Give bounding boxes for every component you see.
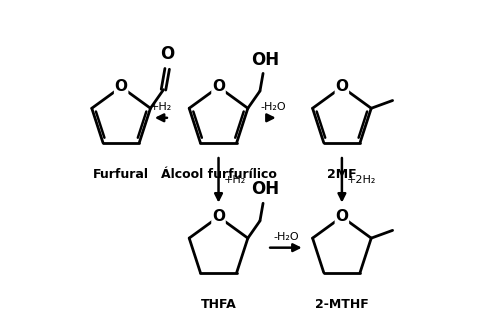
Text: O: O — [212, 209, 224, 224]
Text: +H₂: +H₂ — [223, 175, 245, 185]
Text: OH: OH — [250, 180, 278, 198]
Text: -H₂O: -H₂O — [260, 102, 285, 112]
Text: O: O — [335, 80, 347, 95]
Text: +H₂: +H₂ — [149, 102, 172, 112]
Text: O: O — [212, 80, 224, 95]
Text: Álcool furfurílico: Álcool furfurílico — [160, 168, 276, 181]
Text: O: O — [335, 209, 347, 224]
Text: OH: OH — [250, 51, 278, 69]
Text: -H₂O: -H₂O — [272, 232, 298, 242]
Text: O: O — [114, 80, 127, 95]
Text: 2-MTHF: 2-MTHF — [314, 298, 368, 311]
Text: +2H₂: +2H₂ — [346, 175, 375, 185]
Text: O: O — [160, 45, 174, 63]
Text: Furfural: Furfural — [93, 168, 149, 181]
Text: THFA: THFA — [200, 298, 236, 311]
Text: 2MF: 2MF — [326, 168, 356, 181]
